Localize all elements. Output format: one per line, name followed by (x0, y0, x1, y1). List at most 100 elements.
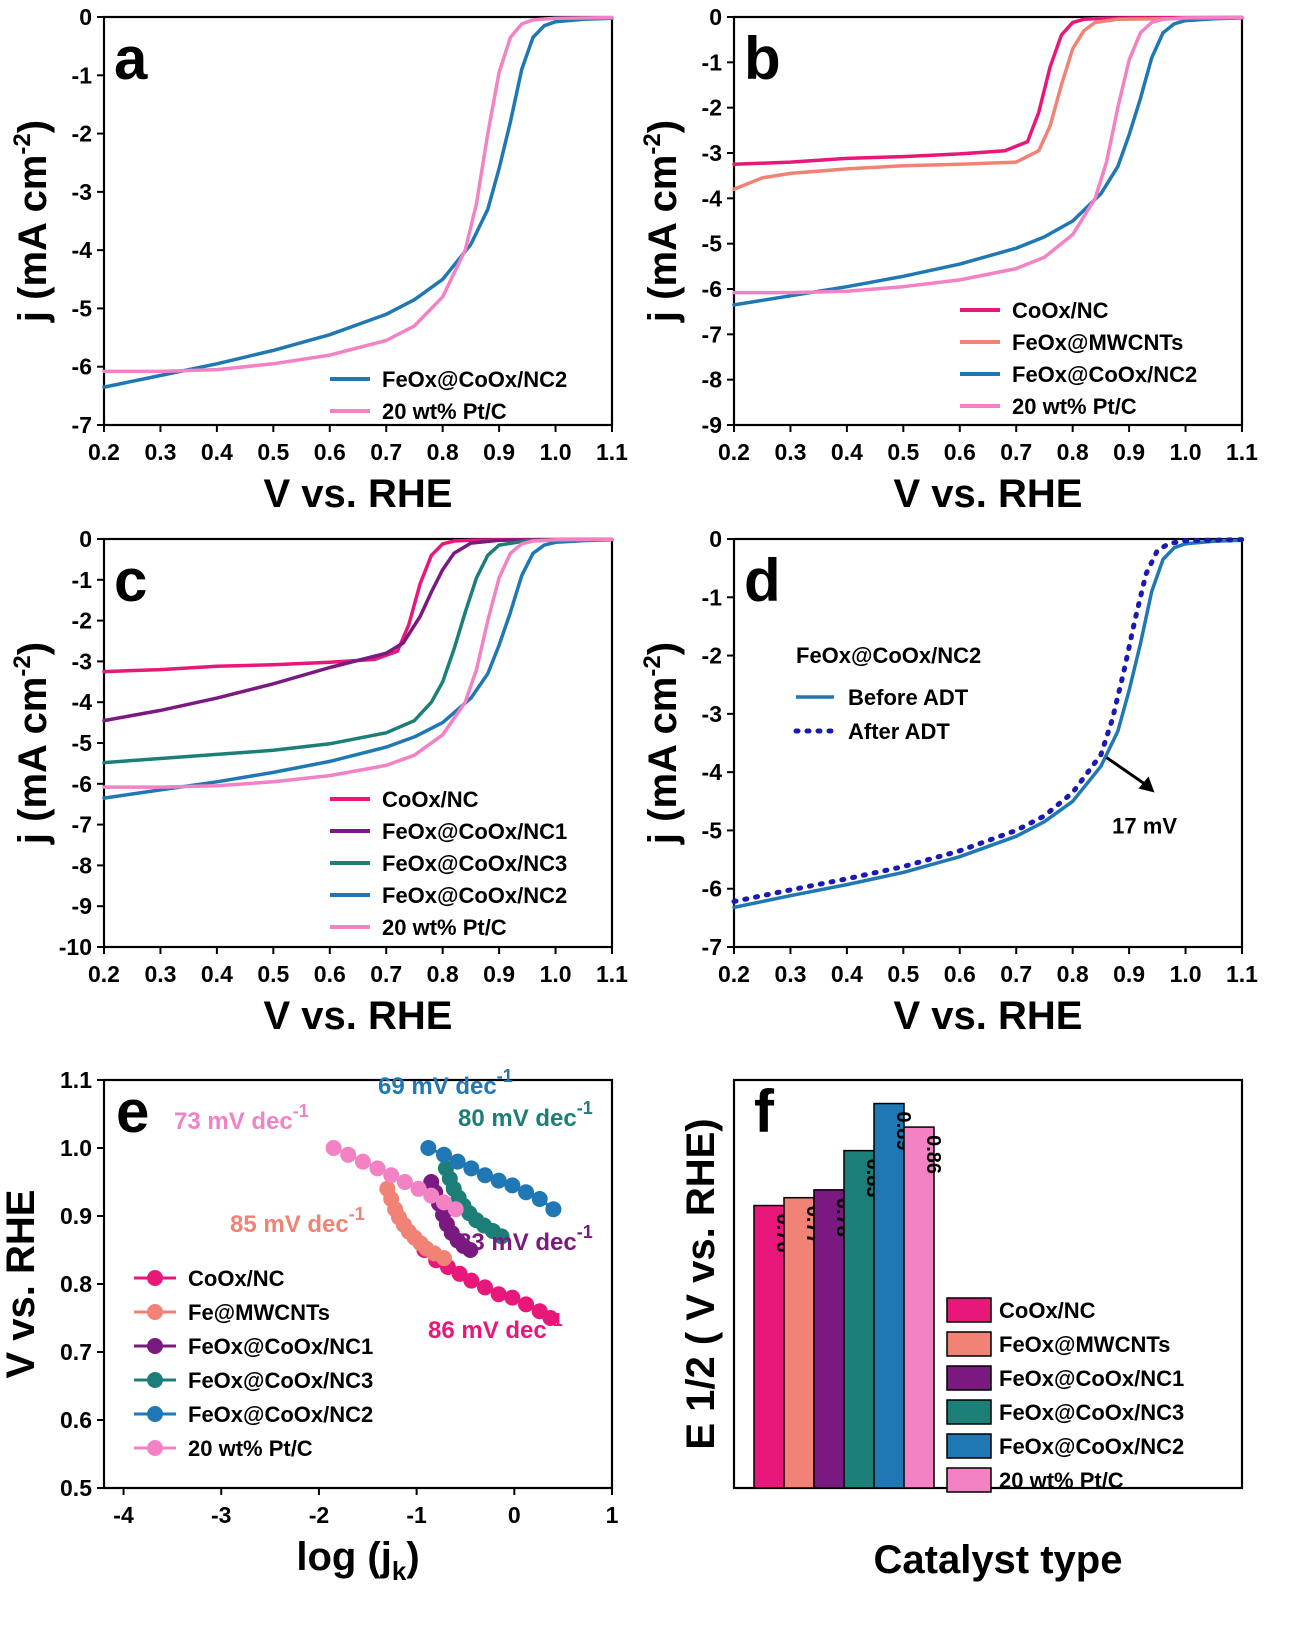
series-line-1 (102, 537, 614, 723)
y-tick-label: 0 (709, 526, 722, 552)
x-tick-label: -1 (406, 1502, 427, 1528)
data-point (449, 1153, 466, 1170)
legend-label: Before ADT (848, 685, 969, 710)
y-tick-label: -6 (702, 876, 722, 902)
y-axis-label-main: j (mA cm (641, 677, 685, 845)
legend-swatch (946, 1365, 992, 1391)
y-tick-label: -3 (72, 648, 92, 674)
series-line-2 (732, 16, 1244, 307)
data-point (451, 1265, 468, 1282)
legend-label: FeOx@CoOx/NC1 (188, 1334, 373, 1359)
y-tick-label: -5 (702, 817, 723, 843)
x-tick-label: 1.0 (540, 439, 572, 465)
y-tick-label: 0.9 (60, 1203, 92, 1229)
legend-swatch-dot (147, 1270, 163, 1286)
x-tick-label: -4 (113, 1502, 134, 1528)
y-axis-label: E 1/2 ( V vs. RHE) (679, 1118, 723, 1449)
y-axis-label-sup: -2 (639, 133, 666, 154)
panel-e: -4 -3 -2 -1 0 1 0.5 0.6 0.7 0.8 0.9 1.0 1.1 e log (jk)… (0, 1066, 619, 1586)
legend-label: FeOx@CoOx/NC1 (382, 819, 567, 844)
y-tick-label: -9 (702, 412, 722, 438)
x-tick-label: 0.3 (144, 961, 176, 987)
panel-label: a (114, 25, 148, 92)
legend-swatch (946, 1399, 992, 1425)
x-tick-label: 0.9 (1113, 439, 1145, 465)
y-tick-label: 1.1 (60, 1067, 92, 1093)
tafel-slope-sup: -1 (577, 1098, 593, 1118)
y-axis-label-tail: ) (11, 120, 55, 133)
legend-swatch (946, 1331, 992, 1357)
x-tick-label: 0.4 (831, 439, 863, 465)
legend-label: FeOx@CoOx/NC2 (188, 1402, 373, 1427)
data-point (477, 1167, 493, 1184)
y-tick-label: -1 (72, 62, 93, 88)
data-point (463, 1272, 480, 1289)
data-point (435, 1194, 452, 1211)
series-line-4 (102, 537, 614, 789)
data-point (423, 1187, 440, 1204)
y-tick-label: -4 (702, 185, 723, 211)
x-tick-label: 0.3 (774, 439, 806, 465)
y-axis-label-tail: ) (641, 642, 685, 655)
shift-annotation: 17 mV (1112, 813, 1177, 838)
data-point (545, 1201, 562, 1218)
x-tick-label: -2 (309, 1502, 329, 1528)
panel-b: 0.2 0.3 0.4 0.5 0.6 0.7 0.8 0.9 1.0 1.1 0 -1 -2 -3 -4 -… (639, 4, 1258, 516)
data-point (447, 1201, 464, 1218)
x-tick-label: 0.5 (257, 439, 289, 465)
x-axis-label-tail: ) (406, 1535, 419, 1579)
tafel-slope-sup: -1 (293, 1101, 309, 1121)
bar (813, 1189, 845, 1489)
data-point (504, 1177, 521, 1194)
y-tick-label: -4 (72, 689, 93, 715)
bar (753, 1204, 785, 1489)
x-tick-label: 1.1 (596, 961, 628, 987)
x-tick-label: 0.2 (88, 439, 120, 465)
y-axis-label-main: j (mA cm (641, 155, 685, 323)
y-axis-label: j (mA cm-2) (639, 642, 685, 845)
data-point (354, 1153, 371, 1170)
legend-label: CoOx/NC (999, 1298, 1096, 1323)
tafel-slope-label: 69 mV dec-1 (378, 1066, 513, 1100)
x-tick-label: 0 (508, 1502, 521, 1528)
legend-swatch-dot (147, 1338, 163, 1354)
data-point (504, 1289, 521, 1306)
legend-label: 20 wt% Pt/C (999, 1468, 1124, 1493)
x-tick-label: 0.7 (1000, 439, 1032, 465)
x-tick-label: 0.3 (144, 439, 176, 465)
legend-title: FeOx@CoOx/NC2 (796, 643, 981, 668)
legend-label: After ADT (848, 719, 950, 744)
y-tick-label: -5 (72, 730, 93, 756)
y-tick-label: -4 (702, 759, 723, 785)
legend-label: FeOx@CoOx/NC2 (382, 367, 567, 392)
series-line-0 (732, 15, 1244, 167)
y-tick-label: -5 (72, 295, 93, 321)
y-tick-label: -5 (702, 231, 723, 257)
x-tick-label: 0.5 (887, 961, 919, 987)
data-point (463, 1160, 480, 1177)
legend-label: FeOx@CoOx/NC1 (999, 1366, 1184, 1391)
y-tick-label: -10 (59, 934, 92, 960)
legend-label: FeOx@CoOx/NC2 (999, 1434, 1184, 1459)
y-tick-label: 0.5 (60, 1475, 92, 1501)
x-tick-label: 0.6 (944, 439, 976, 465)
y-axis-label-sup: -2 (639, 655, 666, 676)
series-line-0 (732, 538, 1244, 910)
y-axis-label-sup: -2 (9, 133, 36, 154)
y-tick-label: -2 (702, 643, 722, 669)
x-tick-label: 0.2 (718, 439, 750, 465)
x-tick-label: 1.1 (596, 439, 628, 465)
legend-swatch (946, 1467, 992, 1493)
data-point (518, 1184, 535, 1201)
plot-frame (732, 15, 1244, 427)
y-tick-label: 0.8 (60, 1271, 92, 1297)
legend-label: 20 wt% Pt/C (382, 915, 507, 940)
series-line-1 (102, 15, 614, 374)
shift-arrow-head (1138, 776, 1155, 793)
y-tick-label: -3 (702, 140, 722, 166)
y-tick-label: -8 (702, 367, 723, 393)
x-tick-label: 1.0 (1170, 961, 1202, 987)
x-tick-label: -3 (211, 1502, 231, 1528)
x-tick-label: 0.5 (887, 439, 919, 465)
